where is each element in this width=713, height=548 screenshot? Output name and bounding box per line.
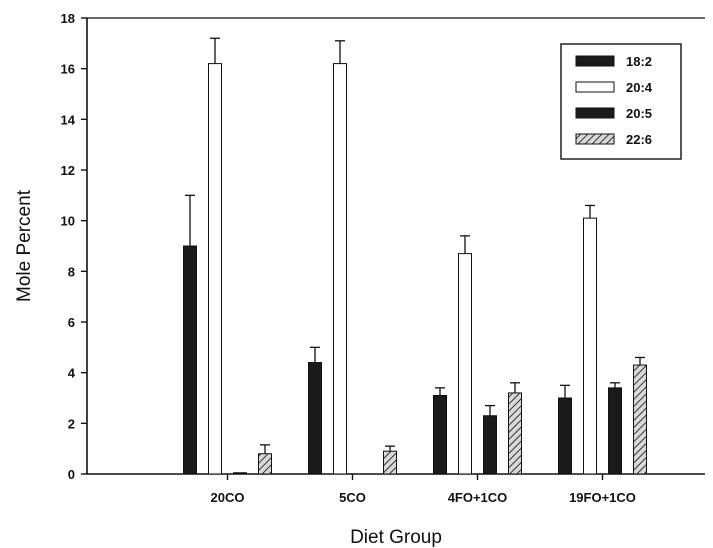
y-tick-label: 2 — [68, 416, 75, 431]
x-tick-label: 5CO — [339, 490, 366, 505]
bar-22-6-19foplus1co — [633, 364, 647, 475]
bar-20-5-20co — [233, 472, 247, 475]
legend-label: 20:4 — [626, 80, 653, 95]
x-axis-title: Diet Group — [350, 527, 442, 548]
legend-label: 22:6 — [626, 132, 652, 147]
y-ticks: 0 2 4 6 8 10 12 14 16 18 — [61, 11, 87, 482]
x-ticks: 20CO 5CO 4FO+1CO 19FO+1CO — [211, 474, 636, 505]
x-tick-label: 19FO+1CO — [569, 490, 636, 505]
y-tick-label: 12 — [61, 163, 75, 178]
bar-18-2-19foplus1co — [558, 397, 572, 475]
legend-swatch — [575, 81, 615, 93]
bar-22-6-5co — [383, 450, 397, 475]
legend-swatch — [575, 55, 615, 67]
y-tick-label: 18 — [61, 11, 75, 26]
bar-20-5-4foplus1co — [483, 415, 497, 475]
bar-20-4-4foplus1co — [458, 253, 472, 475]
y-tick-label: 0 — [68, 467, 75, 482]
bar-18-2-4foplus1co — [433, 394, 447, 475]
bars — [183, 63, 647, 475]
bar-22-6-4foplus1co — [508, 392, 522, 475]
y-tick-label: 6 — [68, 315, 75, 330]
bar-20-4-20co — [208, 63, 222, 475]
bar-18-2-5co — [308, 362, 322, 475]
legend-swatch — [575, 107, 615, 119]
x-tick-label: 4FO+1CO — [448, 490, 508, 505]
bar-18-2-20co — [183, 245, 197, 475]
bar-20-4-19foplus1co — [583, 217, 597, 475]
bar-20-4-5co — [333, 63, 347, 475]
y-tick-label: 16 — [61, 62, 75, 77]
error-bars — [185, 37, 645, 454]
legend-swatch — [575, 133, 615, 145]
y-tick-label: 4 — [68, 366, 76, 381]
x-tick-label: 20CO — [211, 490, 245, 505]
legend: 18:2 20:4 20:5 22:6 — [560, 43, 682, 160]
y-axis-title: Mole Percent — [14, 189, 35, 302]
bar-22-6-20co — [258, 453, 272, 475]
legend-label: 18:2 — [626, 54, 652, 69]
legend-label: 20:5 — [626, 106, 652, 121]
y-tick-label: 10 — [61, 214, 75, 229]
y-tick-label: 14 — [61, 112, 76, 127]
y-tick-label: 8 — [68, 264, 75, 279]
bar-20-5-19foplus1co — [608, 387, 622, 475]
